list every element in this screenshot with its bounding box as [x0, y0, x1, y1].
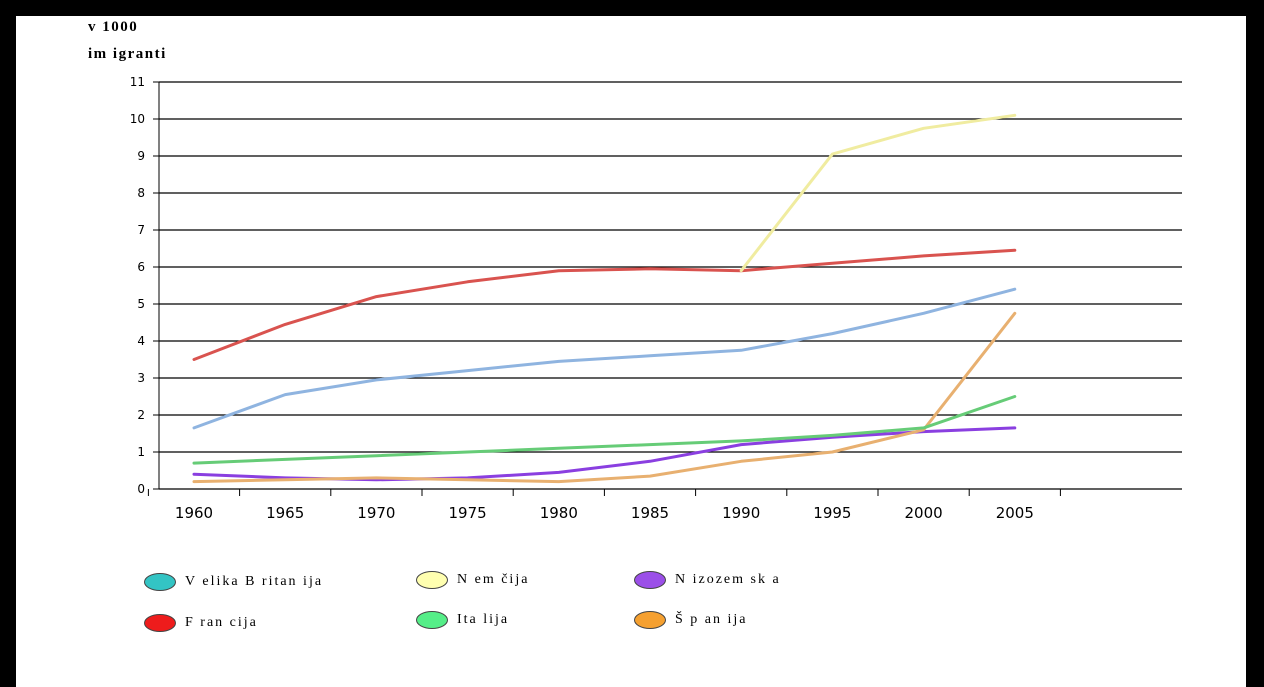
legend-item-velika-britanija: V elika B ritan ija	[144, 573, 323, 591]
legend-swatch-nizozemska	[634, 571, 666, 589]
y-tick-label-2: 2	[137, 408, 145, 422]
x-tick-label-1980: 1980	[540, 504, 578, 522]
legend-item-francija: F ran cija	[144, 614, 258, 632]
series-line-nizozemska	[192, 426, 1017, 482]
x-tick-label-2005: 2005	[996, 504, 1034, 522]
legend-label-italija: Ita lija	[457, 612, 510, 627]
legend-label-velika-britanija: V elika B ritan ija	[185, 574, 324, 589]
x-tick-label-1985: 1985	[631, 504, 669, 522]
y-axis-label-line-2: im igranti	[88, 46, 167, 62]
line-chart: 0 1 2 3 4 5 6 7 8 9 10 11 1960 1965 1970 1975 1980 1985 19…	[130, 75, 1182, 522]
legend-swatch-spanija	[634, 611, 666, 629]
x-tick-label-1960: 1960	[175, 504, 213, 522]
chart-frame: v 1000 im igranti 0 1 2 3 4 5 6 7 8 9 10 11 1960 1965…	[16, 16, 1246, 687]
x-tick-label-1965: 1965	[266, 504, 304, 522]
series-line-velika-britanija	[192, 287, 1017, 430]
legend-label-nizozemska: N izozem sk a	[675, 572, 781, 587]
y-tick-label-5: 5	[137, 297, 145, 311]
y-tick-label-1: 1	[137, 445, 145, 459]
y-axis-label-line-1: v 1000	[88, 19, 139, 35]
legend-item-italija: Ita lija	[416, 611, 509, 629]
legend-item-nizozemska: N izozem sk a	[634, 571, 781, 589]
y-tick-label-4: 4	[137, 334, 145, 348]
legend-item-nemcija: N em čija	[416, 571, 529, 589]
x-tick-label-1975: 1975	[449, 504, 487, 522]
y-tick-label-3: 3	[137, 371, 145, 385]
x-tick-label-2000: 2000	[905, 504, 943, 522]
y-tick-label-10: 10	[130, 112, 145, 126]
y-tick-label-0: 0	[137, 482, 145, 496]
series-line-nemcija	[739, 113, 1017, 273]
legend-label-francija: F ran cija	[185, 615, 258, 630]
series-line-francija	[192, 248, 1017, 361]
y-tick-label-6: 6	[137, 260, 145, 274]
series-line-spanija	[192, 311, 1017, 484]
legend-item-spanija: Š p an ija	[634, 611, 748, 629]
legend-label-spanija: Š p an ija	[675, 612, 748, 627]
x-tick-label-1990: 1990	[722, 504, 760, 522]
legend-swatch-italija	[416, 611, 448, 629]
x-tick-label-1970: 1970	[357, 504, 395, 522]
series-line-italija	[192, 395, 1017, 465]
y-tick-label-11: 11	[130, 75, 145, 89]
legend-swatch-francija	[144, 614, 176, 632]
y-tick-label-9: 9	[137, 149, 145, 163]
y-tick-label-7: 7	[137, 223, 145, 237]
y-tick-label-8: 8	[137, 186, 145, 200]
legend-swatch-nemcija	[416, 571, 448, 589]
legend-swatch-velika-britanija	[144, 573, 176, 591]
legend-label-nemcija: N em čija	[457, 572, 530, 587]
x-tick-label-1995: 1995	[813, 504, 851, 522]
